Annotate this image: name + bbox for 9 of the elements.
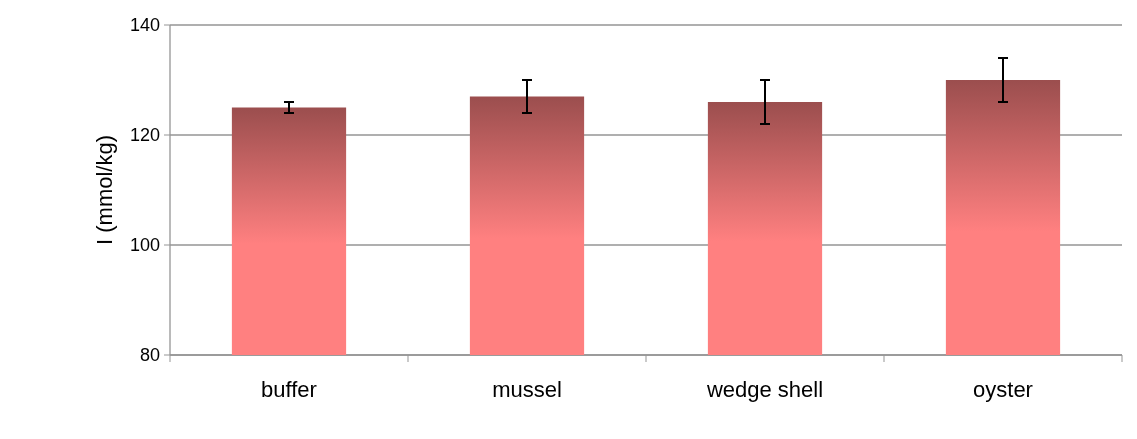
y-tick-label: 80 (139, 345, 160, 366)
y-tick-label: 100 (129, 235, 160, 256)
x-tick-label: oyster (973, 377, 1033, 402)
x-tick-label: wedge shell (705, 377, 824, 402)
y-tick-label: 140 (129, 15, 160, 36)
y-tick-label: 120 (129, 125, 160, 146)
x-tick-label: mussel (492, 377, 562, 402)
y-axis-title: I (mmol/kg) (92, 135, 117, 245)
x-tick-label: buffer (261, 377, 317, 402)
